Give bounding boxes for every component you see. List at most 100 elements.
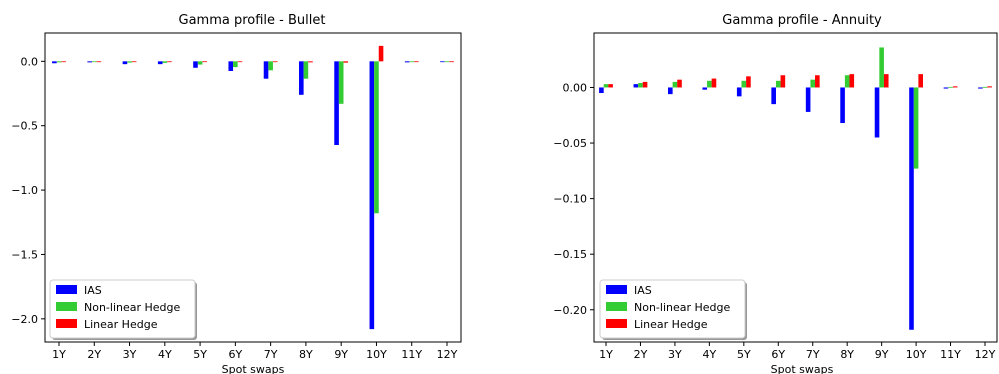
bar-non-linear-hedge-3y [127,61,132,63]
bar-ias-7y [263,61,269,79]
y-tick-label: −0.5 [11,120,38,133]
bars [52,45,454,330]
bar-non-linear-hedge-2y [91,61,97,63]
legend-box [599,279,746,339]
bar-linear-hedge-4y [167,61,172,63]
bar-non-linear-hedge-7y [268,61,273,71]
x-tick-label: 7Y [264,348,278,361]
legend-swatch-linear-hedge [56,319,77,328]
bar-linear-hedge-7y [815,75,820,88]
bar-ias-11y [404,61,410,63]
bar-ias-4y [702,87,708,90]
x-tick-label: 5Y [737,348,751,361]
legend-label-linear-hedge: Linear Hedge [634,318,708,331]
legend: IAS Non-linear Hedge Linear Hedge [599,279,747,340]
bar-ias-11y [943,87,949,89]
y-tick-label: −0.05 [553,137,587,150]
x-tick-label: 12Y [437,348,458,361]
legend-swatch-nonlinear-hedge [56,302,77,311]
x-tick-label: 5Y [193,348,207,361]
legend-label-ias: IAS [84,284,102,297]
bar-linear-hedge-5y [746,76,751,88]
chart-title: Gamma profile - Bullet [179,13,326,28]
bar-ias-10y [369,61,375,330]
bar-non-linear-hedge-11y [948,86,953,88]
x-tick-label: 6Y [229,348,243,361]
bar-linear-hedge-4y [711,78,717,88]
bar-ias-9y [334,61,339,146]
bar-non-linear-hedge-8y [844,75,850,88]
x-tick-label: 12Y [975,348,996,361]
legend-label-nonlinear-hedge: Non-linear Hedge [634,301,731,314]
bar-linear-hedge-6y [237,61,243,63]
bar-non-linear-hedge-2y [638,83,643,88]
legend-swatch-nonlinear-hedge [606,302,627,311]
bar-linear-hedge-5y [202,61,207,63]
x-tick-label: 10Y [366,348,387,361]
bar-non-linear-hedge-5y [197,61,203,65]
x-ticks: 1Y 2Y 3Y 4Y 5Y 6Y 7Y 8Y 9Y 10Y 11Y 12Y [599,342,996,361]
y-tick-label: −1.0 [11,184,38,197]
x-tick-label: 7Y [806,348,820,361]
x-tick-label: 8Y [840,348,854,361]
x-tick-label: 9Y [875,348,889,361]
bar-ias-3y [668,87,673,95]
x-tick-label: 9Y [334,348,348,361]
y-tick-label: 0.0 [21,55,39,68]
x-axis-label: Spot swaps [771,363,834,374]
bar-non-linear-hedge-11y [409,61,415,63]
bar-linear-hedge-12y [987,86,992,88]
bar-ias-10y [909,87,914,330]
chart-bullet: Gamma profile - Bullet 1Y 2Y 3Y 4Y 5Y 6Y 7Y 8Y 9… [11,13,462,374]
x-tick-label: 11Y [401,348,422,361]
legend-label-linear-hedge: Linear Hedge [84,318,158,331]
bar-linear-hedge-9y [343,61,349,63]
y-ticks: 0.0 −0.5 −1.0 −1.5 −2.0 [11,55,45,326]
x-tick-label: 3Y [668,348,682,361]
x-tick-label: 2Y [87,348,101,361]
bar-linear-hedge-1y [61,61,66,63]
bar-ias-8y [299,61,304,95]
bar-linear-hedge-11y [414,61,419,63]
y-tick-label: 0.00 [563,81,588,94]
y-tick-label: −2.0 [11,313,38,326]
bar-non-linear-hedge-4y [162,61,168,63]
bar-linear-hedge-2y [96,61,102,63]
bar-ias-1y [52,61,57,64]
legend-label-nonlinear-hedge: Non-linear Hedge [84,301,181,314]
bar-non-linear-hedge-3y [672,81,678,88]
x-ticks: 1Y 2Y 3Y 4Y 5Y 6Y 7Y 8Y 9Y 10Y 11Y 12Y [52,342,458,361]
bar-linear-hedge-10y [378,45,384,62]
bar-ias-6y [228,61,234,71]
bar-linear-hedge-6y [780,75,786,88]
bar-ias-9y [874,87,880,138]
bar-linear-hedge-8y [849,74,855,88]
bar-ias-2y [87,61,92,63]
bar-ias-7y [805,87,811,112]
chart-title: Gamma profile - Annuity [722,13,882,28]
bar-linear-hedge-2y [642,81,648,88]
bar-non-linear-hedge-10y [374,61,379,214]
y-tick-label: −1.5 [11,248,38,261]
bar-linear-hedge-12y [449,61,454,63]
bar-ias-5y [193,61,198,68]
bar-non-linear-hedge-7y [810,79,816,88]
x-tick-label: 6Y [771,348,785,361]
bar-linear-hedge-7y [272,61,278,63]
bar-non-linear-hedge-6y [775,80,781,88]
x-tick-label: 11Y [940,348,961,361]
legend-label-ias: IAS [634,284,652,297]
bar-non-linear-hedge-9y [879,47,884,88]
bar-linear-hedge-1y [608,84,613,88]
y-tick-label: −0.20 [553,304,587,317]
bar-ias-8y [840,87,845,124]
y-ticks: 0.00 −0.05 −0.10 −0.15 −0.20 [553,81,594,317]
bar-linear-hedge-3y [677,79,682,88]
bar-non-linear-hedge-6y [233,61,238,68]
chart-annuity: Gamma profile - Annuity 1Y 2Y 3Y 4Y 5Y 6Y 7Y 8Y… [553,13,998,374]
bar-non-linear-hedge-9y [338,61,344,104]
x-tick-label: 1Y [599,348,613,361]
bar-non-linear-hedge-1y [56,61,62,63]
x-tick-label: 4Y [158,348,172,361]
x-tick-label: 1Y [52,348,66,361]
